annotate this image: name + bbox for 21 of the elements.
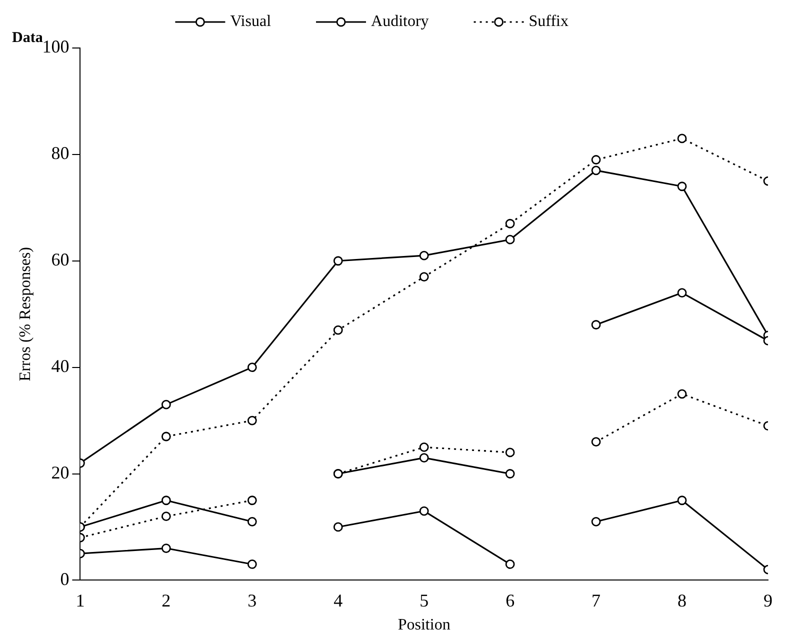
y-tick-label: 20 — [51, 462, 70, 482]
legend-label: Visual — [230, 13, 272, 30]
x-tick-label: 7 — [592, 590, 601, 611]
y-axis-title: Erros (% Responses) — [16, 247, 34, 382]
y-tick-label: 60 — [51, 250, 70, 270]
legend-label: Suffix — [528, 13, 569, 30]
legend-label: Auditory — [371, 13, 429, 30]
x-tick-label: 8 — [678, 590, 687, 611]
y-tick-label: 80 — [51, 143, 70, 164]
x-tick-label: 9 — [764, 590, 772, 611]
y-tick-label: 100 — [42, 36, 70, 57]
legend-title: Data — [12, 30, 44, 46]
y-tick-label: 40 — [51, 356, 70, 376]
x-tick-label: 1 — [76, 590, 85, 611]
x-axis-title: Position — [398, 616, 450, 634]
x-tick-label: 2 — [162, 590, 171, 611]
x-tick-label: 4 — [334, 590, 343, 611]
x-tick-label: 5 — [420, 590, 429, 611]
x-tick-label: 3 — [248, 590, 257, 611]
x-tick-label: 6 — [506, 590, 515, 611]
y-tick-label: 0 — [60, 568, 70, 589]
